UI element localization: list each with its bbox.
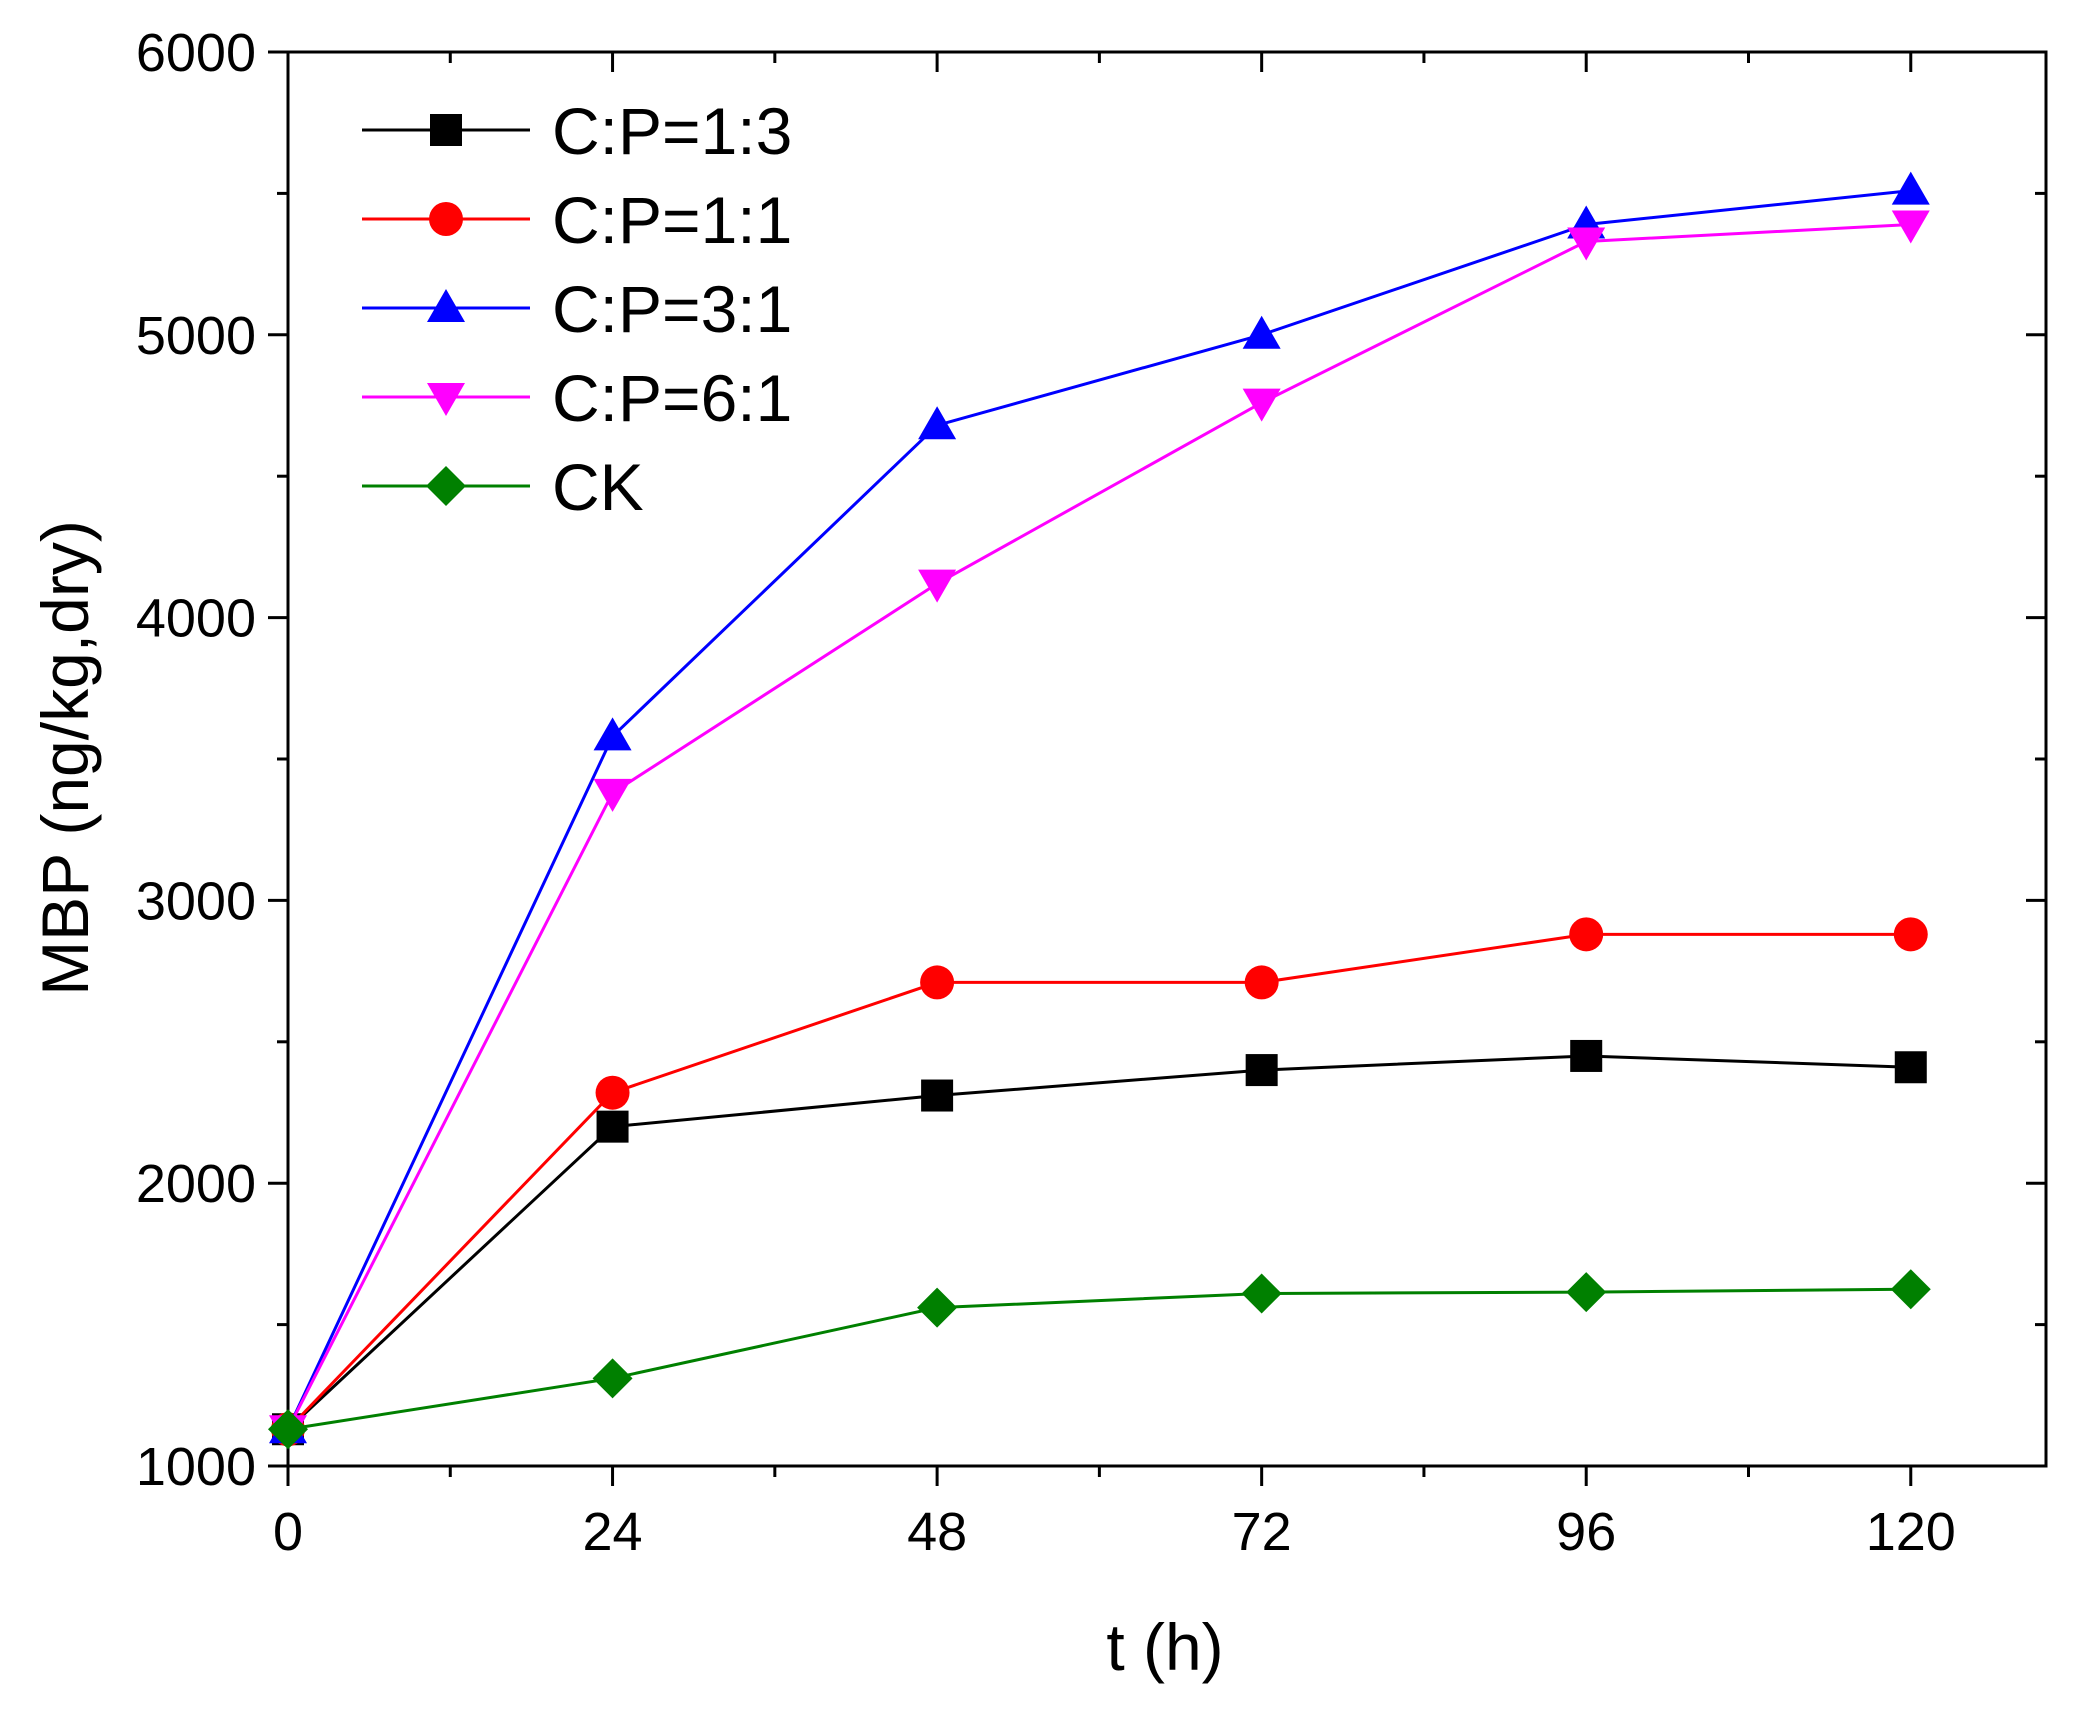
x-tick-label: 96	[1556, 1502, 1616, 1562]
series-5	[268, 1269, 1931, 1450]
x-tick-label: 24	[583, 1502, 643, 1562]
data-point	[918, 569, 957, 603]
y-tick-label: 1000	[136, 1437, 256, 1497]
legend-marker	[430, 114, 462, 146]
data-point	[921, 1079, 954, 1112]
axes-layer: 0 24 48 72 96 120 1000 2000 3000 4000 5000 6000	[136, 23, 2048, 1562]
x-axis-title: t (h)	[1106, 1610, 1223, 1684]
x-tick-label: 120	[1866, 1502, 1956, 1562]
legend-label: C:P=1:3	[552, 94, 792, 168]
data-point	[1569, 917, 1604, 952]
y-tick-label: 5000	[136, 306, 256, 366]
legend-marker	[427, 383, 465, 416]
data-point	[1242, 388, 1281, 422]
series-line	[286, 932, 1911, 1431]
legend: C:P=1:3 C:P=1:1 C:P=3:1 C:P=6:1 CK	[362, 94, 792, 524]
data-point	[1241, 1273, 1282, 1314]
data-point	[918, 406, 957, 440]
data-point	[1893, 917, 1928, 952]
legend-marker	[429, 202, 463, 236]
x-tick-label: 0	[273, 1502, 303, 1562]
data-point	[1244, 965, 1279, 1000]
series-line	[286, 1054, 1911, 1431]
data-point	[593, 717, 632, 751]
data-point	[1894, 1051, 1927, 1084]
data-point	[1890, 1269, 1931, 1310]
legend-label: C:P=6:1	[552, 361, 792, 435]
data-point	[595, 1075, 630, 1110]
data-point	[593, 778, 632, 812]
legend-label: CK	[552, 450, 644, 524]
data-point	[268, 1409, 308, 1450]
legend-label: C:P=1:1	[552, 183, 792, 257]
data-point	[1566, 1272, 1607, 1313]
data-point	[1242, 315, 1281, 349]
legend-marker	[427, 289, 465, 322]
data-point	[1570, 1039, 1603, 1072]
y-axis-title: MBP (ng/kg,dry)	[28, 520, 102, 996]
data-point	[1245, 1054, 1278, 1087]
y-tick-label: 3000	[136, 871, 256, 931]
data-point	[596, 1110, 629, 1143]
series-1	[272, 1039, 1927, 1446]
legend-label: C:P=3:1	[552, 272, 792, 346]
legend-item: CK	[362, 450, 644, 524]
series-3	[269, 171, 1930, 1444]
series-line	[286, 189, 1911, 1430]
series-2	[271, 917, 1928, 1447]
legend-item: C:P=6:1	[362, 361, 792, 435]
plot-frame	[286, 50, 2048, 1468]
y-tick-label: 2000	[136, 1154, 256, 1214]
series-line	[287, 1287, 1911, 1431]
x-tick-label: 48	[907, 1502, 967, 1562]
series-line	[286, 223, 1911, 1430]
data-point	[920, 965, 955, 1000]
legend-item: C:P=1:3	[362, 94, 792, 168]
y-tick-label: 4000	[136, 589, 256, 649]
data-point	[917, 1287, 958, 1328]
data-point	[1567, 227, 1606, 261]
x-tick-label: 72	[1232, 1502, 1292, 1562]
legend-marker	[426, 466, 466, 506]
legend-item: C:P=3:1	[362, 272, 792, 346]
y-tick-label: 6000	[136, 23, 256, 83]
legend-item: C:P=1:1	[362, 183, 792, 257]
series-layer	[268, 171, 1931, 1450]
data-point	[1891, 210, 1930, 244]
data-point	[1891, 171, 1930, 205]
data-point	[592, 1358, 633, 1399]
